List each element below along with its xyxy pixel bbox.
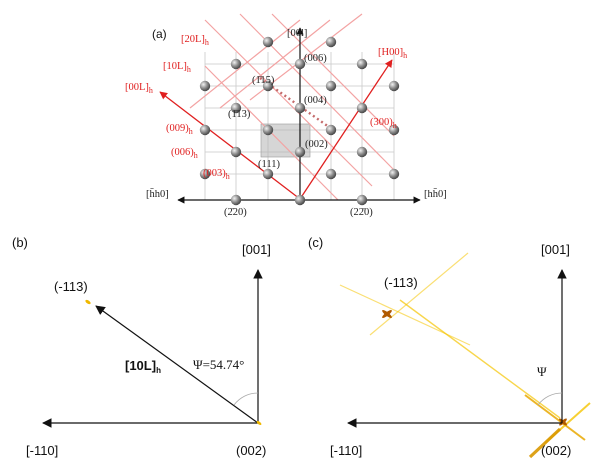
label-002-c: (002) bbox=[541, 443, 571, 458]
label-006-h: (006)h bbox=[171, 147, 198, 160]
label-m110-c: [-110] bbox=[330, 443, 362, 458]
lattice-point bbox=[294, 102, 306, 114]
lattice-point bbox=[199, 124, 211, 136]
panel-c-letter: (c) bbox=[308, 235, 323, 250]
label-300-h: (300)h bbox=[370, 117, 397, 130]
label-006: (006) bbox=[304, 53, 327, 64]
label-psi-c: Ψ bbox=[537, 364, 547, 379]
lattice-point bbox=[262, 168, 274, 180]
label-10l-h: [10L]h bbox=[163, 61, 191, 74]
lattice-point bbox=[356, 102, 368, 114]
panel-a: (a) [00l] [h̄h0] [hh̄0] (006) (004) (002… bbox=[125, 13, 447, 218]
lattice-point bbox=[262, 124, 274, 136]
axis-label-hbar-h-0: [h̄h0] bbox=[146, 188, 169, 200]
lattice-point bbox=[230, 102, 242, 114]
axis-label-00l: [00l] bbox=[287, 28, 307, 39]
label-00l-h: [00L]h bbox=[125, 82, 153, 95]
lattice-point bbox=[230, 58, 242, 70]
lattice-point bbox=[325, 168, 337, 180]
angle-arc-c bbox=[537, 392, 563, 406]
axis-label-h-hbar-0: [hh̄0] bbox=[424, 188, 447, 200]
label-009-h: (009)h bbox=[166, 123, 193, 136]
lattice-point bbox=[230, 194, 242, 206]
label-m110-b: [-110] bbox=[26, 443, 58, 458]
lattice-point bbox=[356, 194, 368, 206]
lattice-point bbox=[262, 80, 274, 92]
lattice-point bbox=[325, 80, 337, 92]
lattice-point bbox=[388, 124, 400, 136]
panel-b: (b) [001] (-113) [-110] (002) [10L]h Ψ=5… bbox=[12, 235, 271, 458]
lattice-point bbox=[199, 168, 211, 180]
lattice-point bbox=[356, 146, 368, 158]
panel-a-letter: (a) bbox=[152, 27, 167, 41]
label-m220-left: (2̄20) bbox=[224, 207, 247, 218]
hexagonal-axes bbox=[159, 59, 393, 200]
lattice-point bbox=[199, 80, 211, 92]
peak-002-b bbox=[256, 421, 262, 425]
peak-m113-b bbox=[85, 299, 91, 305]
label-003-h: (003)h bbox=[203, 168, 230, 181]
label-001-b: [001] bbox=[242, 242, 271, 257]
lattice-point bbox=[388, 80, 400, 92]
lattice-points bbox=[199, 36, 400, 206]
label-m113-c: (-113) bbox=[384, 275, 418, 290]
label-002-b: (002) bbox=[236, 443, 266, 458]
label-m115: (1̄15) bbox=[252, 75, 275, 86]
label-m220-right: (22̄0) bbox=[350, 207, 373, 218]
label-001-c: [001] bbox=[541, 242, 570, 257]
lattice-point bbox=[356, 58, 368, 70]
lattice-point bbox=[388, 168, 400, 180]
angle-arc-b bbox=[233, 392, 259, 406]
lattice-point bbox=[325, 36, 337, 48]
lattice-point bbox=[294, 58, 306, 70]
label-20l-h: [20L]h bbox=[181, 34, 209, 47]
panel-c: (c) [001] (-113) [-110] (002) Ψ bbox=[308, 235, 591, 459]
label-002: (002) bbox=[305, 139, 328, 150]
label-m113: (1̄13) bbox=[228, 109, 251, 120]
lattice-point bbox=[294, 146, 306, 158]
label-h00-h: [H00]h bbox=[378, 47, 407, 60]
diffuse-streaks bbox=[339, 252, 591, 459]
label-psi-b: Ψ=54.74° bbox=[193, 357, 244, 372]
lattice-point bbox=[294, 194, 306, 206]
lattice-point bbox=[325, 124, 337, 136]
label-004: (004) bbox=[304, 95, 327, 106]
lattice-point bbox=[262, 36, 274, 48]
label-111: (111) bbox=[258, 159, 280, 170]
label-m113-b: (-113) bbox=[54, 279, 88, 294]
pink-lattice-lines bbox=[189, 13, 395, 201]
vector-10l-b bbox=[95, 305, 259, 424]
label-10l-b: [10L]h bbox=[125, 358, 161, 375]
lattice-point bbox=[230, 146, 242, 158]
panel-b-letter: (b) bbox=[12, 235, 28, 250]
